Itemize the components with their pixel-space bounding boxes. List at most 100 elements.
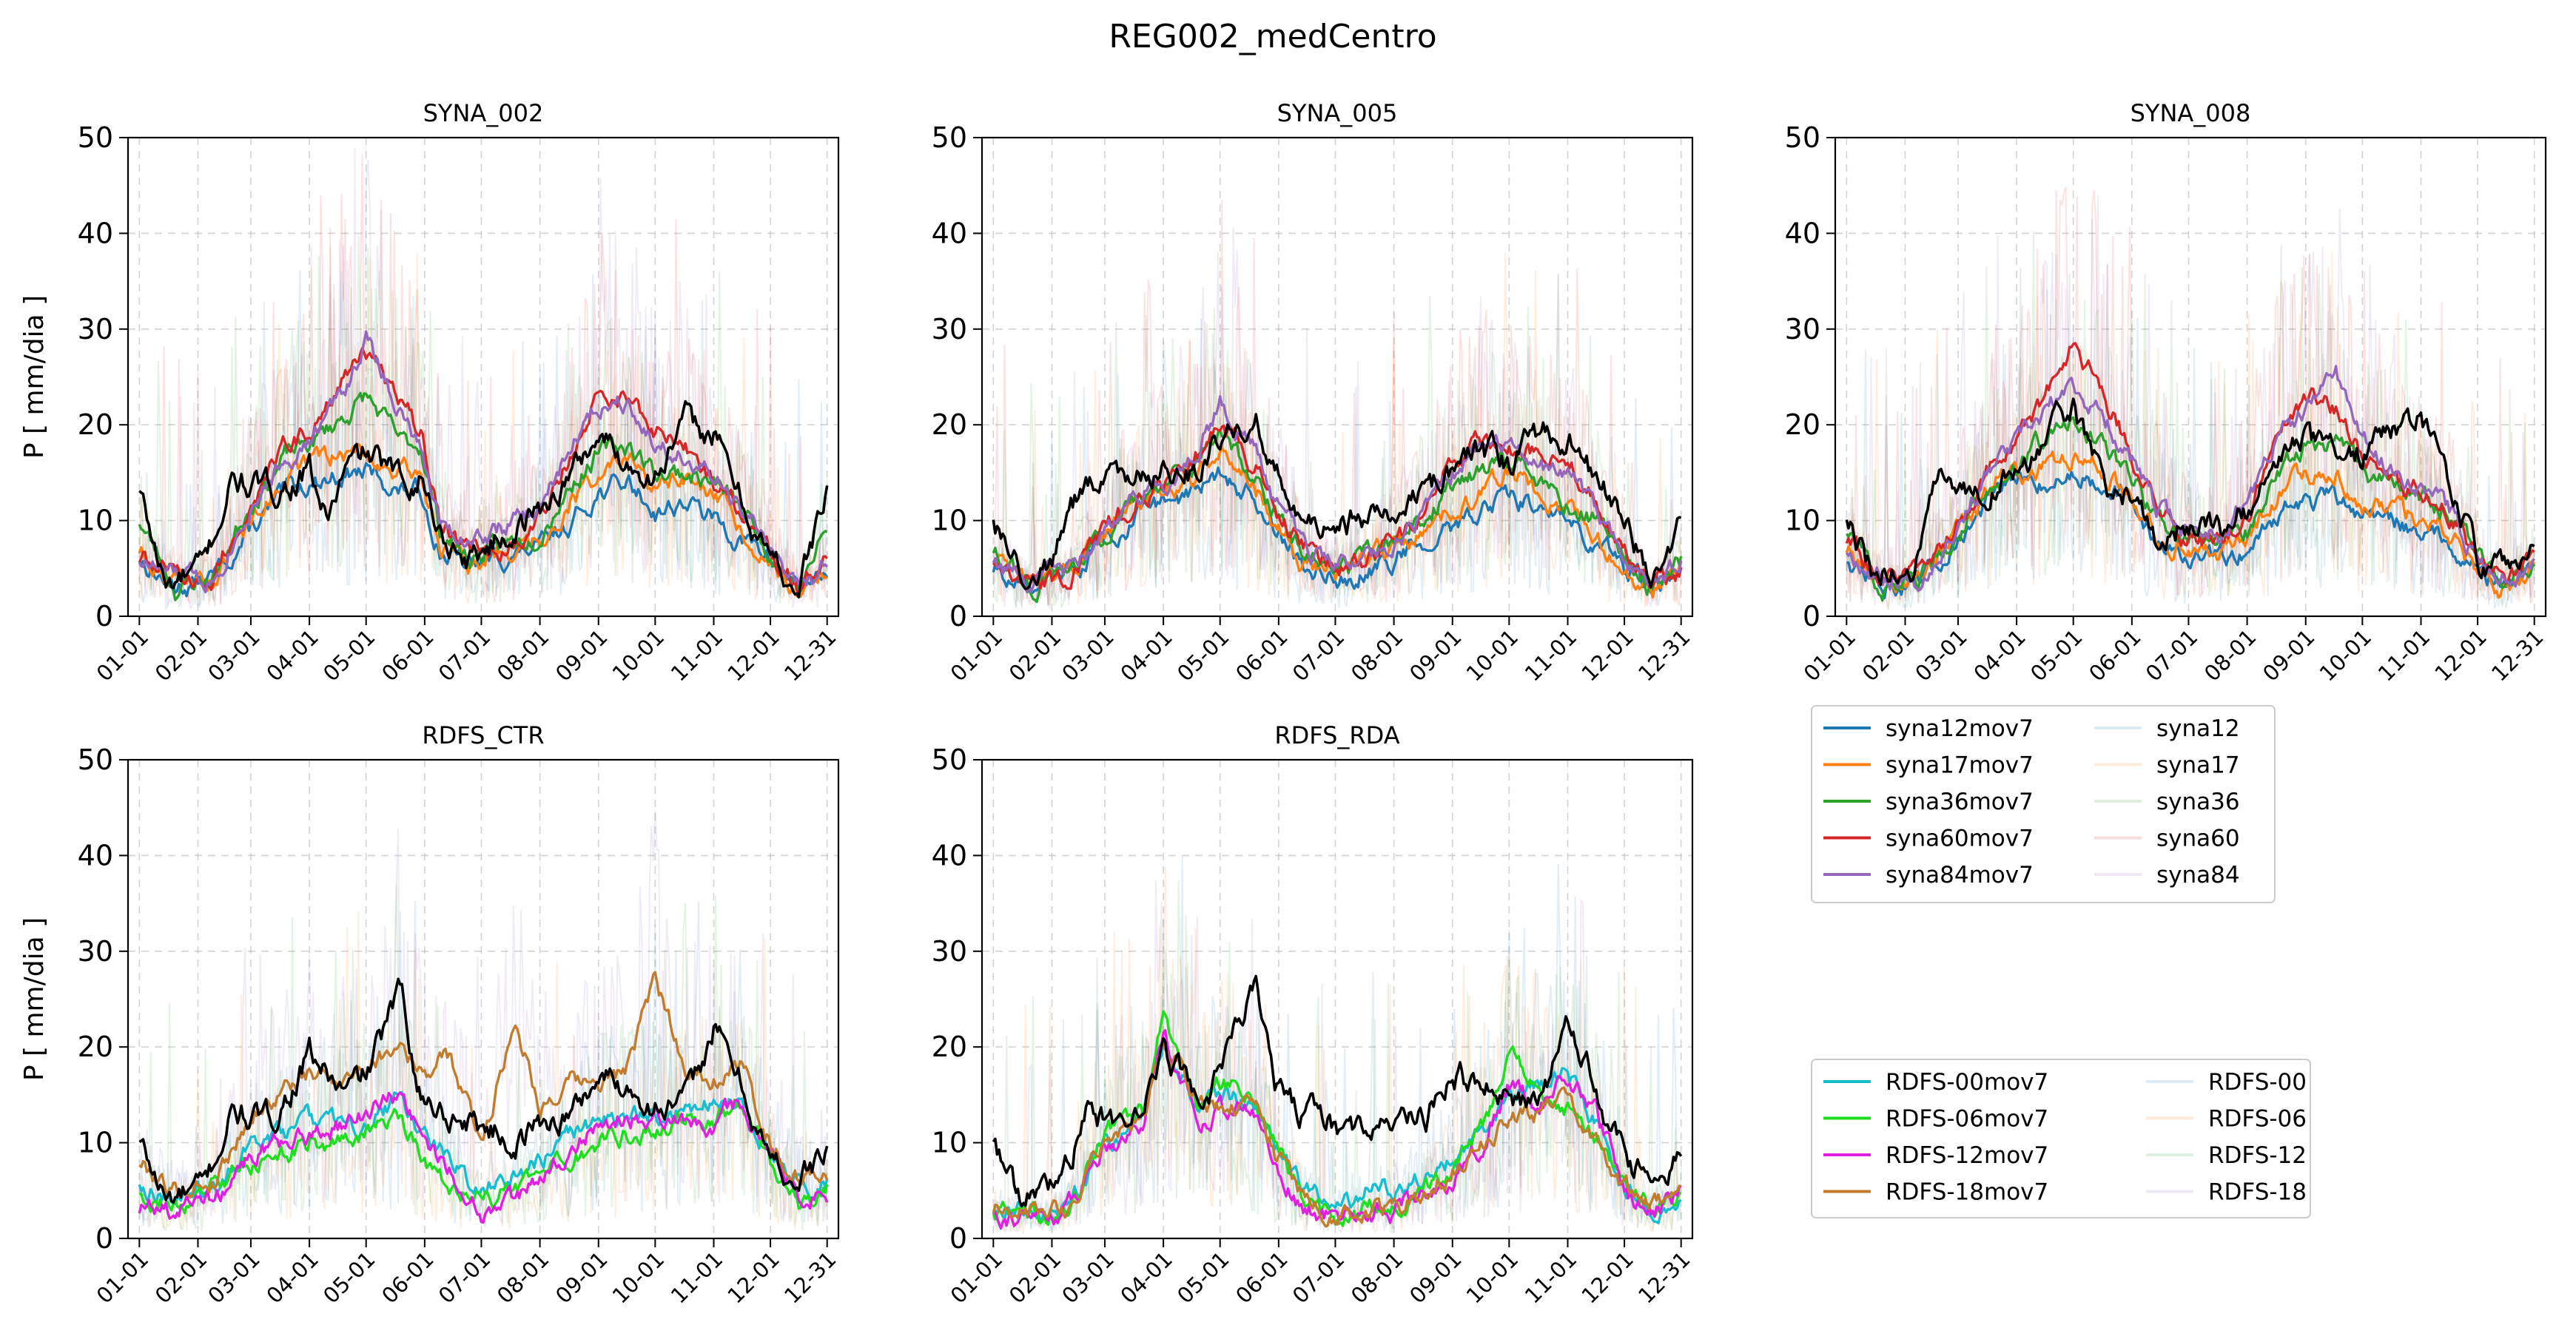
x-tick-label: 02-01 [150,1247,212,1309]
x-tick-label: 03-01 [203,1247,265,1309]
y-tick-label: 10 [1785,505,1820,537]
x-tick-label: 10-01 [608,1247,670,1309]
series-syna12mov7 [992,466,1682,595]
plot-area [992,200,1683,610]
y-tick-label: 10 [78,1127,113,1159]
x-tick-label: 12-31 [1633,1247,1695,1309]
legends: syna12mov7 syna17mov7 syna36mov7 syna60mov7… [1811,705,2311,1218]
x-tick-label: 01-01 [92,624,154,687]
y-tick-label: 50 [932,121,967,154]
axes-frame [1834,136,2547,618]
y-tick-label: 20 [78,408,113,441]
legend-label: syna84 [2156,862,2240,889]
plot-area [1845,186,2536,610]
y-tick-label: 50 [932,744,967,776]
x-tick-label: 09-01 [2258,624,2320,687]
y-tick-label: 20 [78,1031,113,1063]
panel-syna_008: 0 10 20 30 40 50 01-0102-0103-0104-0105-0106-0… [1785,99,2549,687]
y-tick-label: 0 [95,1222,113,1255]
series-syna84mov7 [138,330,828,594]
panel-syna_002: 0 10 20 30 40 50 01-0102-0103-0104-0105-0106-0… [19,99,841,687]
axes-frame [981,136,1694,618]
x-tick-label: 12-01 [722,1247,784,1309]
y-tick-label: 20 [932,408,967,441]
raw-series-syna84 [1846,195,2535,607]
legend-label: syna12 [2156,715,2240,742]
panel-title: SYNA_008 [2131,99,2251,127]
y-tick-label: 0 [1803,600,1820,633]
y-axis-label: P [ mm/dia ] [19,295,50,459]
x-tick-label: 06-01 [377,1247,439,1309]
x-tick-label: 12-01 [1576,624,1638,687]
x-tick-label: 05-01 [2025,624,2088,687]
x-tick-label: 07-01 [1288,1247,1350,1309]
x-tick-label: 12-01 [1576,1247,1638,1309]
x-tick-label: 07-01 [2141,624,2203,687]
x-tick-label: 01-01 [946,1247,1008,1309]
x-tick-label: 02-01 [1004,624,1066,687]
raw-series-syna84 [992,226,1682,610]
legend-label: syna60mov7 [1886,826,2034,852]
x-tick-label: 07-01 [1288,624,1350,687]
x-tick-label: 03-01 [1057,624,1119,687]
x-tick-label: 10-01 [608,624,670,687]
panel-rdfs_rda: 0 10 20 30 40 50 01-0102-0103-0104-0105-0106-0… [932,721,1695,1309]
x-tick-label: 09-01 [551,1247,613,1309]
legend-label: RDFS-00 [2208,1069,2307,1096]
x-tick-label: 11-01 [666,1247,728,1309]
legend-rdfs: RDFS-00mov7 RDFS-06mov7 RDFS-12mov7 RDFS-18… [1811,1059,2311,1218]
x-tick-label: 01-01 [1799,624,1861,687]
legend-label: syna60 [2156,826,2240,852]
x-tick-label: 10-01 [1462,1247,1524,1309]
x-tick-label: 05-01 [1172,1247,1234,1309]
series-RDFS-18mov7 [138,971,829,1198]
legend-frame [1811,705,2276,903]
x-tick-label: 04-01 [261,1247,323,1309]
raw-series-syna12 [1846,263,2535,610]
y-tick-label: 50 [78,121,113,154]
series-syna84mov7 [992,395,1683,594]
x-tick-label: 02-01 [1004,1247,1066,1309]
x-tick-label: 08-01 [1346,624,1408,687]
y-tick-label: 40 [932,217,967,249]
y-tick-label: 30 [78,313,113,345]
x-tick-label: 05-01 [1172,624,1234,687]
legend-label: RDFS-12 [2208,1142,2307,1169]
series-RDFS-00mov7 [138,1090,829,1206]
y-tick-label: 30 [1785,313,1820,345]
y-tick-label: 20 [932,1031,967,1063]
x-tick-label: 12-31 [2486,624,2549,687]
x-tick-label: 03-01 [203,624,265,687]
x-tick-label: 07-01 [434,624,496,687]
x-tick-label: 03-01 [1057,1247,1119,1309]
series-observed [138,399,829,599]
legend-label: RDFS-12mov7 [1886,1142,2048,1169]
y-tick-label: 20 [1785,408,1820,441]
raw-series-syna36 [1846,232,2535,607]
axes-frame [981,758,1694,1240]
panel-rdfs_ctr: 0 10 20 30 40 50 01-0102-0103-0104-0105-0106-0… [19,721,841,1309]
x-tick-label: 08-01 [492,624,554,687]
panel-title: RDFS_RDA [1274,721,1399,749]
x-tick-label: 09-01 [551,624,613,687]
x-tick-label: 12-31 [1633,624,1695,687]
legend-label: RDFS-00mov7 [1886,1069,2048,1096]
x-tick-label: 11-01 [666,624,728,687]
x-tick-label: 05-01 [318,624,380,687]
axes-frame [127,758,840,1240]
raw-series-syna12 [992,318,1682,608]
x-tick-label: 03-01 [1910,624,1972,687]
y-axis-label: P [ mm/dia ] [19,917,50,1081]
legend-label: RDFS-06mov7 [1886,1106,2048,1133]
y-tick-label: 50 [78,744,113,776]
x-tick-label: 11-01 [1520,624,1582,687]
plot-area [138,810,829,1232]
legend-label: syna36 [2156,789,2240,815]
x-tick-label: 06-01 [377,624,439,687]
series-RDFS-06mov7 [138,1099,829,1215]
y-tick-label: 10 [78,505,113,537]
x-tick-label: 08-01 [492,1247,554,1309]
panel-title: RDFS_CTR [422,721,544,749]
x-tick-label: 04-01 [1968,624,2031,687]
legend-label: RDFS-06 [2208,1106,2307,1133]
